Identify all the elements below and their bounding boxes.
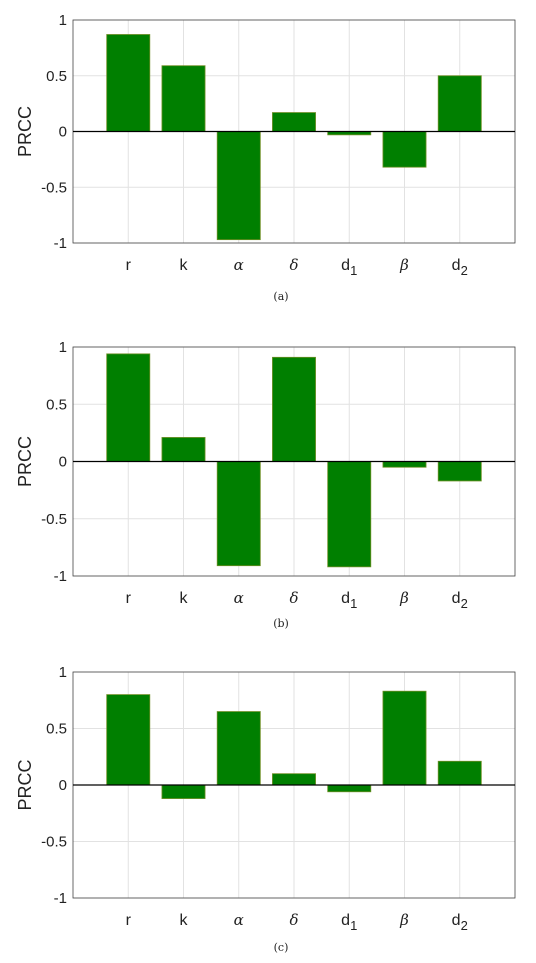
y-tick-label: -0.5 (41, 511, 67, 528)
y-tick-label: 1 (59, 12, 67, 29)
bar-α (216, 711, 261, 786)
y-tick-label: -0.5 (41, 834, 67, 851)
bar-d1 (327, 784, 372, 793)
bar-k (161, 784, 206, 799)
x-tick-label: d1 (341, 590, 357, 611)
bar-k (161, 437, 206, 462)
y-tick-label: 0.5 (46, 396, 67, 413)
panel-caption: (b) (273, 617, 289, 630)
x-tick-label: d2 (452, 590, 468, 611)
bar-k (161, 65, 206, 132)
bar-r (106, 34, 151, 132)
x-tick-label: δ (289, 256, 298, 274)
x-tick-label: k (180, 257, 189, 274)
x-tick-label: δ (289, 589, 298, 607)
x-tick-label: α (234, 911, 244, 929)
x-tick-label: k (180, 590, 189, 607)
y-tick-label: -1 (54, 890, 67, 907)
y-tick-label: 0 (59, 454, 67, 471)
x-tick-label: β (399, 911, 409, 929)
x-tick-label: d2 (452, 257, 468, 278)
bar-β (382, 690, 427, 786)
y-axis-label: PRCC (15, 436, 35, 487)
x-tick-label: α (234, 589, 244, 607)
bar-δ (272, 773, 316, 786)
y-tick-label: -1 (54, 568, 67, 585)
y-tick-label: -1 (54, 235, 67, 252)
bar-r (106, 353, 151, 462)
y-tick-label: 0 (59, 124, 67, 141)
bar-d2 (437, 75, 482, 132)
bar-d2 (437, 760, 482, 786)
panel-caption: (a) (273, 290, 288, 303)
x-tick-label: δ (289, 911, 298, 929)
bar-d2 (437, 461, 482, 482)
chart-panel-b: -1 -0.5 0 0.5 1 r k α δ d1 β d2 PRCC (b) (0, 330, 536, 650)
x-tick-label: d2 (452, 912, 468, 933)
y-tick-label: 0.5 (46, 68, 67, 85)
y-axis-label: PRCC (15, 106, 35, 157)
bar-chart-b: -1 -0.5 0 0.5 1 r k α δ d1 β d2 PRCC (b) (15, 339, 516, 630)
bar-α (216, 131, 261, 241)
bar-δ (272, 356, 316, 462)
bar-d1 (327, 461, 372, 568)
bar-chart-a: -1 -0.5 0 0.5 1 r k α δ d1 β d2 PRCC (a) (15, 12, 516, 303)
y-tick-label: 0 (59, 777, 67, 794)
x-tick-label: r (126, 912, 132, 929)
y-axis-label: PRCC (15, 759, 35, 810)
y-tick-label: 0.5 (46, 721, 67, 738)
x-tick-label: α (234, 256, 244, 274)
x-tick-label: r (126, 590, 132, 607)
bar-α (216, 461, 261, 567)
y-tick-label: 1 (59, 664, 67, 681)
x-tick-label: β (399, 256, 409, 274)
y-tick-label: 1 (59, 339, 67, 356)
x-tick-label: k (180, 912, 189, 929)
chart-panel-c: -1 -0.5 0 0.5 1 r k α δ d1 β d2 PRCC (c) (0, 655, 536, 963)
x-tick-label: β (399, 589, 409, 607)
x-tick-label: r (126, 257, 132, 274)
bar-β (382, 131, 427, 168)
bar-β (382, 461, 427, 468)
chart-panel-a: -1 -0.5 0 0.5 1 r k α δ d1 β d2 PRCC (a) (0, 0, 536, 320)
panel-caption: (c) (274, 941, 289, 954)
bar-δ (272, 112, 316, 132)
x-tick-label: d1 (341, 912, 357, 933)
x-tick-label: d1 (341, 257, 357, 278)
y-tick-label: -0.5 (41, 179, 67, 196)
bar-chart-c: -1 -0.5 0 0.5 1 r k α δ d1 β d2 PRCC (c) (15, 664, 516, 954)
bar-r (106, 694, 151, 786)
